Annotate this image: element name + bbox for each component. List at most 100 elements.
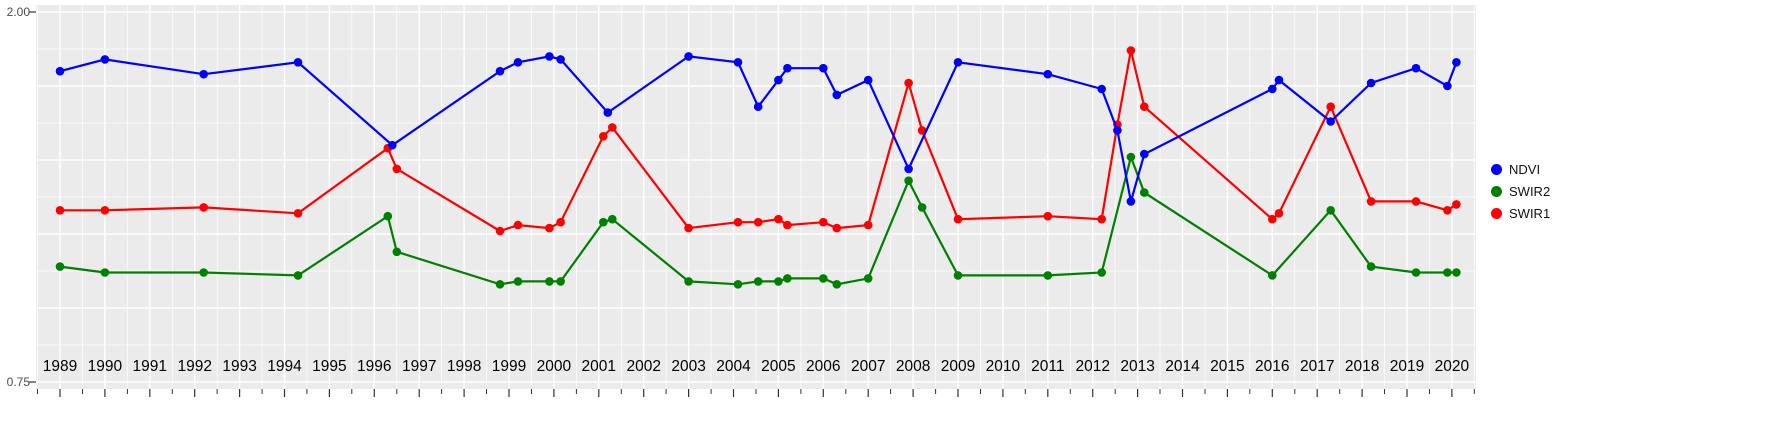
data-point-swir2 <box>293 271 303 280</box>
data-point-swir1 <box>863 220 873 230</box>
data-point-swir2 <box>1326 206 1335 215</box>
data-point-swir2 <box>513 277 523 286</box>
data-point-swir2 <box>863 274 873 283</box>
data-point-ndvi <box>388 140 397 150</box>
x-tick-label: 2018 <box>1345 358 1379 375</box>
data-point-swir1 <box>608 123 617 132</box>
legend: NDVI SWIR2 SWIR1 <box>1491 163 1550 220</box>
x-tick-label: 2004 <box>716 358 751 375</box>
data-point-ndvi <box>819 63 828 73</box>
data-point-swir1 <box>832 223 842 233</box>
data-point-swir1 <box>392 164 402 174</box>
y-axis-label-min: 0.75 <box>6 375 30 389</box>
data-point-swir2 <box>904 176 913 185</box>
data-point-swir2 <box>495 280 505 289</box>
data-point-swir1 <box>733 217 743 227</box>
data-point-swir2 <box>383 211 393 221</box>
data-point-ndvi <box>100 55 110 64</box>
x-tick-label: 1998 <box>447 358 481 375</box>
data-point-swir2 <box>545 277 554 286</box>
data-point-ndvi <box>774 75 783 85</box>
legend-label: SWIR1 <box>1509 206 1551 221</box>
legend-item-ndvi: NDVI <box>1491 163 1550 176</box>
x-tick-label: 2011 <box>1031 358 1064 375</box>
x-tick-label: 1992 <box>177 358 211 375</box>
x-tick-label: 2009 <box>941 358 975 375</box>
data-point-swir2 <box>832 280 842 289</box>
x-tick-label: 1993 <box>222 358 256 375</box>
x-tick-label: 2002 <box>626 358 660 375</box>
x-tick-label: 2013 <box>1120 358 1154 375</box>
data-point-swir1 <box>753 217 763 227</box>
data-point-swir2 <box>733 280 743 289</box>
x-tick-label: 2017 <box>1300 358 1334 375</box>
data-point-ndvi <box>1452 58 1461 67</box>
data-point-swir1 <box>1268 214 1277 224</box>
data-point-ndvi <box>556 55 565 64</box>
data-point-ndvi <box>753 102 763 111</box>
data-point-ndvi <box>1126 197 1136 206</box>
data-point-swir2 <box>819 274 828 283</box>
data-point-swir2 <box>1411 268 1421 277</box>
data-point-ndvi <box>733 58 743 67</box>
data-point-ndvi <box>293 58 303 67</box>
data-point-swir2 <box>392 247 402 257</box>
x-tick-label: 2016 <box>1255 358 1289 375</box>
legend-item-swir2: SWIR2 <box>1491 185 1550 198</box>
data-point-ndvi <box>1097 84 1106 94</box>
x-tick-label: 1990 <box>88 358 123 375</box>
data-point-swir2 <box>1097 268 1106 277</box>
x-tick-label: 2012 <box>1075 358 1109 375</box>
data-point-swir2 <box>953 271 963 280</box>
data-point-swir2 <box>55 262 65 271</box>
data-point-ndvi <box>1326 117 1335 126</box>
data-point-ndvi <box>199 69 208 79</box>
data-point-swir1 <box>513 220 523 230</box>
data-point-swir2 <box>774 277 783 286</box>
data-point-swir1 <box>1411 197 1421 206</box>
data-point-swir1 <box>1326 102 1335 111</box>
data-point-swir1 <box>819 217 828 227</box>
data-point-swir1 <box>1140 102 1149 111</box>
data-point-ndvi <box>1274 75 1284 85</box>
data-point-swir1 <box>774 214 783 224</box>
x-tick-label: 1989 <box>43 358 77 375</box>
data-point-ndvi <box>513 58 523 67</box>
x-tick-label: 1996 <box>357 358 391 375</box>
data-point-swir2 <box>199 268 208 277</box>
data-point-ndvi <box>1113 126 1122 135</box>
data-point-swir1 <box>1452 200 1461 209</box>
x-tick-label: 2015 <box>1210 358 1244 375</box>
data-point-swir1 <box>100 206 110 215</box>
data-point-ndvi <box>1366 78 1376 88</box>
data-point-swir1 <box>1366 197 1376 206</box>
data-point-swir2 <box>1140 188 1149 197</box>
data-point-swir2 <box>556 277 565 286</box>
data-point-swir2 <box>1366 262 1376 271</box>
legend-color-dot <box>1491 186 1502 197</box>
data-point-swir2 <box>917 203 927 212</box>
legend-color-dot <box>1491 208 1502 219</box>
data-point-swir2 <box>753 277 763 286</box>
x-tick-label: 2006 <box>806 358 840 375</box>
x-tick-label: 2020 <box>1435 358 1470 375</box>
data-point-swir1 <box>1126 46 1136 55</box>
legend-label: SWIR2 <box>1509 184 1551 199</box>
legend-label: NDVI <box>1509 162 1541 177</box>
data-point-ndvi <box>603 108 613 117</box>
x-tick-label: 2008 <box>896 358 930 375</box>
x-tick-label: 2005 <box>761 358 795 375</box>
x-tick-label: 1997 <box>402 358 436 375</box>
data-point-swir1 <box>55 206 65 215</box>
x-tick-label: 2019 <box>1390 358 1424 375</box>
data-point-swir2 <box>1126 152 1136 162</box>
data-point-swir1 <box>904 78 913 88</box>
data-point-swir2 <box>1268 271 1277 280</box>
data-point-swir1 <box>1443 206 1452 215</box>
x-tick-label: 2007 <box>851 358 885 375</box>
data-point-swir1 <box>293 209 303 218</box>
x-tick-label: 2003 <box>671 358 705 375</box>
data-point-ndvi <box>55 66 65 76</box>
